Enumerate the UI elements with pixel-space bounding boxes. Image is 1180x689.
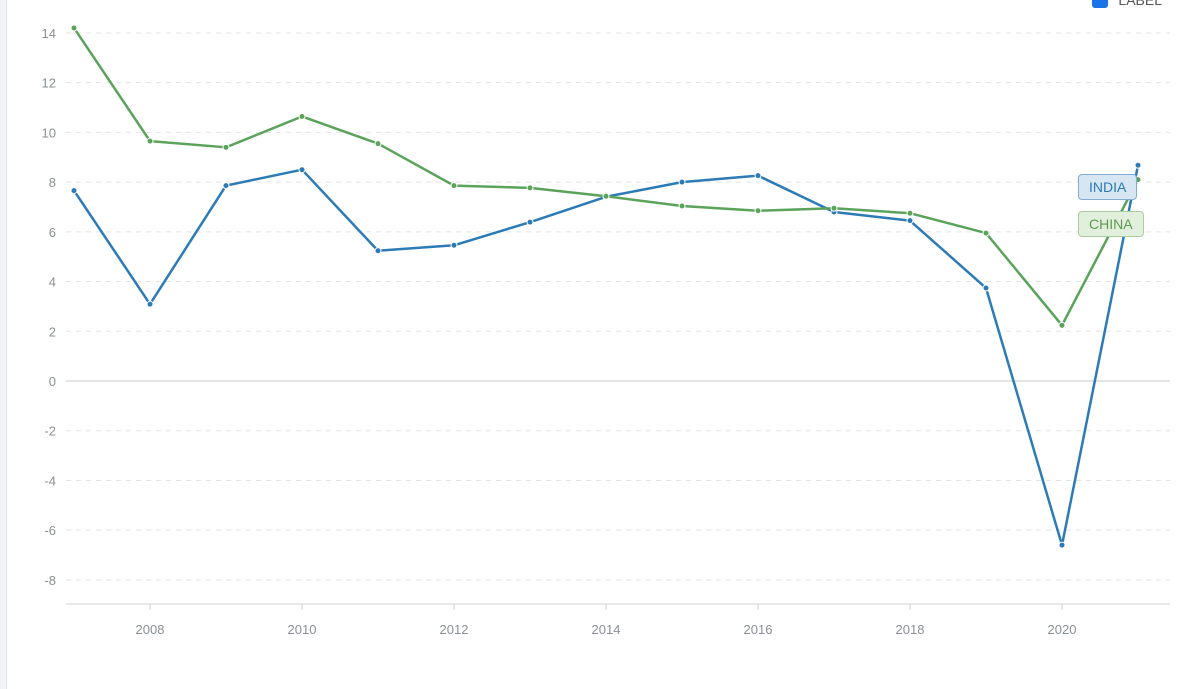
y-tick-label: -6 <box>44 523 56 538</box>
x-tick-label: 2020 <box>1048 622 1077 637</box>
data-point <box>906 217 914 225</box>
y-tick-label: 8 <box>49 175 56 190</box>
data-point <box>526 218 534 226</box>
data-point <box>830 204 838 212</box>
data-point <box>678 178 686 186</box>
series-label-india: INDIA <box>1078 174 1138 200</box>
y-tick-label: -2 <box>44 424 56 439</box>
data-point <box>450 182 458 190</box>
x-tick-label: 2016 <box>744 622 773 637</box>
data-point <box>1058 321 1066 329</box>
x-tick-label: 2012 <box>440 622 469 637</box>
data-point <box>298 112 306 120</box>
series-line-india <box>72 164 1140 547</box>
data-point <box>374 247 382 255</box>
x-tick-label: 2018 <box>896 622 925 637</box>
y-tick-label: 12 <box>42 76 56 91</box>
data-point <box>982 229 990 237</box>
y-tick-label: -4 <box>44 473 56 488</box>
label-toggle-text: LABEL <box>1118 0 1162 8</box>
data-point <box>982 284 990 292</box>
y-tick-label: 0 <box>49 374 56 389</box>
data-point <box>146 300 154 308</box>
data-point <box>602 192 610 200</box>
data-point <box>70 24 78 32</box>
data-point <box>298 166 306 174</box>
y-tick-label: -8 <box>44 573 56 588</box>
y-tick-label: 6 <box>49 225 56 240</box>
data-point <box>754 172 762 180</box>
y-tick-label: 4 <box>49 275 56 290</box>
series-label-china: CHINA <box>1078 211 1144 237</box>
data-point <box>70 187 78 195</box>
data-point <box>374 140 382 148</box>
y-tick-label: 10 <box>42 125 56 140</box>
left-panel-edge <box>0 0 7 689</box>
data-point <box>1134 161 1142 169</box>
data-point <box>222 182 230 190</box>
data-point <box>526 184 534 192</box>
y-tick-label: 14 <box>42 26 56 41</box>
data-point <box>754 207 762 215</box>
data-point <box>450 241 458 249</box>
data-point <box>678 202 686 210</box>
label-toggle[interactable]: LABEL <box>1092 0 1162 8</box>
data-point <box>906 209 914 217</box>
y-tick-label: 2 <box>49 324 56 339</box>
data-point <box>1058 541 1066 549</box>
data-point <box>146 137 154 145</box>
checkbox-icon[interactable] <box>1092 0 1109 8</box>
data-point <box>222 143 230 151</box>
x-tick-label: 2014 <box>592 622 621 637</box>
x-tick-label: 2008 <box>136 622 165 637</box>
x-tick-label: 2010 <box>288 622 317 637</box>
